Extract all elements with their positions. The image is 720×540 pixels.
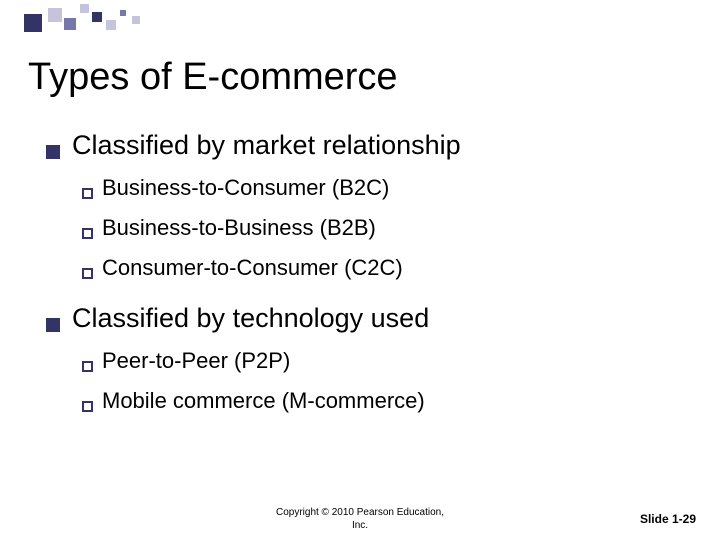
item-text: Peer-to-Peer (P2P) [102, 348, 290, 374]
heading-text: Classified by market relationship [72, 130, 461, 161]
header-decoration [0, 0, 720, 36]
decor-square [132, 16, 140, 24]
decor-square [48, 8, 62, 22]
decor-square [92, 12, 102, 22]
decor-square [64, 18, 76, 30]
list-item: Consumer-to-Consumer (C2C) [82, 255, 680, 281]
footer-copyright: Copyright © 2010 Pearson Education, Inc. [0, 507, 720, 532]
list-item: Peer-to-Peer (P2P) [82, 348, 680, 374]
square-bullet-icon [46, 145, 60, 159]
square-bullet-icon [46, 318, 60, 332]
slide-content: Classified by market relationship Busine… [46, 120, 680, 424]
copyright-line: Copyright © 2010 Pearson Education, [276, 507, 444, 518]
list-item: Business-to-Business (B2B) [82, 215, 680, 241]
hollow-square-bullet-icon [82, 401, 93, 412]
slide-number: Slide 1-29 [640, 512, 696, 526]
heading-text: Classified by technology used [72, 303, 429, 334]
item-text: Mobile commerce (M-commerce) [102, 388, 425, 414]
item-text: Business-to-Business (B2B) [102, 215, 376, 241]
slide-title: Types of E-commerce [28, 56, 398, 99]
hollow-square-bullet-icon [82, 361, 93, 372]
decor-square [24, 14, 42, 32]
hollow-square-bullet-icon [82, 228, 93, 239]
hollow-square-bullet-icon [82, 188, 93, 199]
list-item: Mobile commerce (M-commerce) [82, 388, 680, 414]
item-text: Consumer-to-Consumer (C2C) [102, 255, 403, 281]
decor-square [120, 10, 126, 16]
decor-square [106, 20, 116, 30]
section-heading: Classified by market relationship [46, 130, 680, 161]
copyright-line: Inc. [352, 520, 368, 531]
section-heading: Classified by technology used [46, 303, 680, 334]
list-item: Business-to-Consumer (B2C) [82, 175, 680, 201]
decor-square [80, 4, 89, 13]
item-text: Business-to-Consumer (B2C) [102, 175, 389, 201]
hollow-square-bullet-icon [82, 268, 93, 279]
slide: Types of E-commerce Classified by market… [0, 0, 720, 540]
